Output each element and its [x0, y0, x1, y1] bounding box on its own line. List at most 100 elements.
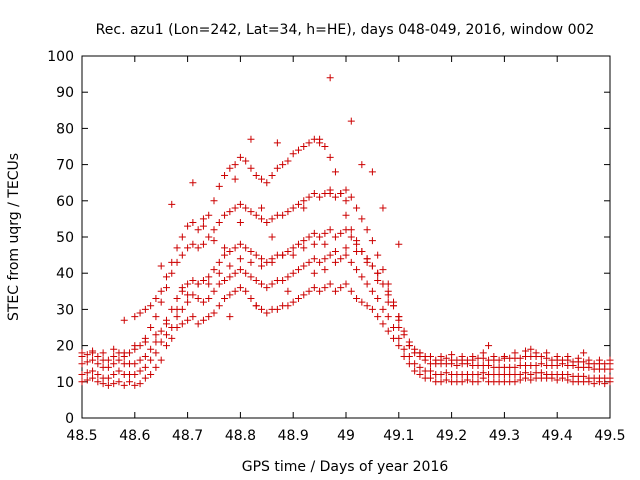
data-point: [157, 287, 165, 295]
data-point: [178, 284, 186, 292]
data-point: [321, 255, 329, 263]
data-point: [331, 168, 339, 176]
data-point: [131, 313, 139, 321]
data-point: [363, 302, 371, 310]
data-point: [310, 255, 318, 263]
data-point: [321, 284, 329, 292]
data-point: [120, 381, 128, 389]
y-tick-label: 0: [65, 411, 74, 427]
data-point: [199, 240, 207, 248]
data-point: [89, 356, 97, 364]
data-point: [162, 331, 170, 339]
data-point: [199, 298, 207, 306]
data-point: [120, 349, 128, 357]
data-point: [416, 363, 424, 371]
data-point: [78, 371, 86, 379]
x-tick-label: 49.1: [383, 428, 414, 444]
data-point: [294, 240, 302, 248]
data-point: [379, 266, 387, 274]
data-point: [347, 233, 355, 241]
data-point: [78, 349, 86, 357]
data-point: [131, 381, 139, 389]
data-point: [252, 251, 260, 259]
data-point: [347, 287, 355, 295]
data-point: [231, 269, 239, 277]
data-point: [136, 309, 144, 317]
data-point: [236, 255, 244, 263]
y-tick-label: 40: [56, 266, 74, 282]
data-point: [221, 276, 229, 284]
data-point: [184, 316, 192, 324]
data-point: [284, 208, 292, 216]
data-point: [342, 280, 350, 288]
data-point: [258, 262, 266, 270]
data-point: [173, 313, 181, 321]
data-point: [78, 378, 86, 386]
data-point: [379, 320, 387, 328]
data-point: [289, 269, 297, 277]
data-point: [342, 251, 350, 259]
data-point: [273, 139, 281, 147]
data-point: [152, 349, 160, 357]
data-point: [178, 320, 186, 328]
data-point: [458, 352, 466, 360]
data-point: [263, 219, 271, 227]
data-point: [400, 345, 408, 353]
data-point: [205, 233, 213, 241]
data-point: [358, 247, 366, 255]
data-point: [416, 349, 424, 357]
data-point: [321, 229, 329, 237]
data-point: [215, 258, 223, 266]
data-point: [279, 276, 287, 284]
data-point: [305, 193, 313, 201]
data-point: [221, 171, 229, 179]
data-point: [426, 367, 434, 375]
data-point: [210, 197, 218, 205]
data-point: [442, 354, 450, 362]
data-point: [242, 157, 250, 165]
data-point: [511, 363, 519, 371]
data-point: [210, 226, 218, 234]
data-point: [210, 237, 218, 245]
y-tick-label: 60: [56, 194, 74, 210]
data-point: [94, 378, 102, 386]
data-point: [326, 190, 334, 198]
data-point: [490, 352, 498, 360]
data-point: [479, 369, 487, 377]
data-point: [411, 345, 419, 353]
data-point: [236, 219, 244, 227]
data-point: [184, 280, 192, 288]
data-point: [294, 295, 302, 303]
data-point: [316, 135, 324, 143]
data-point: [168, 334, 176, 342]
data-point: [305, 139, 313, 147]
data-point: [215, 219, 223, 227]
data-point: [147, 356, 155, 364]
data-point: [147, 302, 155, 310]
data-point: [368, 168, 376, 176]
data-point: [585, 356, 593, 364]
y-tick-label: 20: [56, 339, 74, 355]
data-point: [374, 269, 382, 277]
data-point: [189, 313, 197, 321]
data-point: [131, 342, 139, 350]
x-tick-label: 49.2: [436, 428, 467, 444]
data-point: [147, 324, 155, 331]
data-point: [242, 287, 250, 295]
data-point: [289, 298, 297, 306]
data-point: [437, 371, 445, 379]
data-point: [205, 280, 213, 288]
data-point: [448, 351, 456, 359]
data-point: [236, 240, 244, 248]
data-point: [337, 190, 345, 198]
data-point: [247, 208, 255, 216]
data-point: [363, 280, 371, 288]
data-point: [194, 295, 202, 303]
data-point: [268, 258, 276, 266]
x-tick-label: 48.6: [119, 428, 150, 444]
data-point: [326, 280, 334, 288]
data-point: [279, 251, 287, 259]
data-point: [379, 305, 387, 313]
data-point: [178, 233, 186, 241]
data-point: [543, 349, 551, 357]
